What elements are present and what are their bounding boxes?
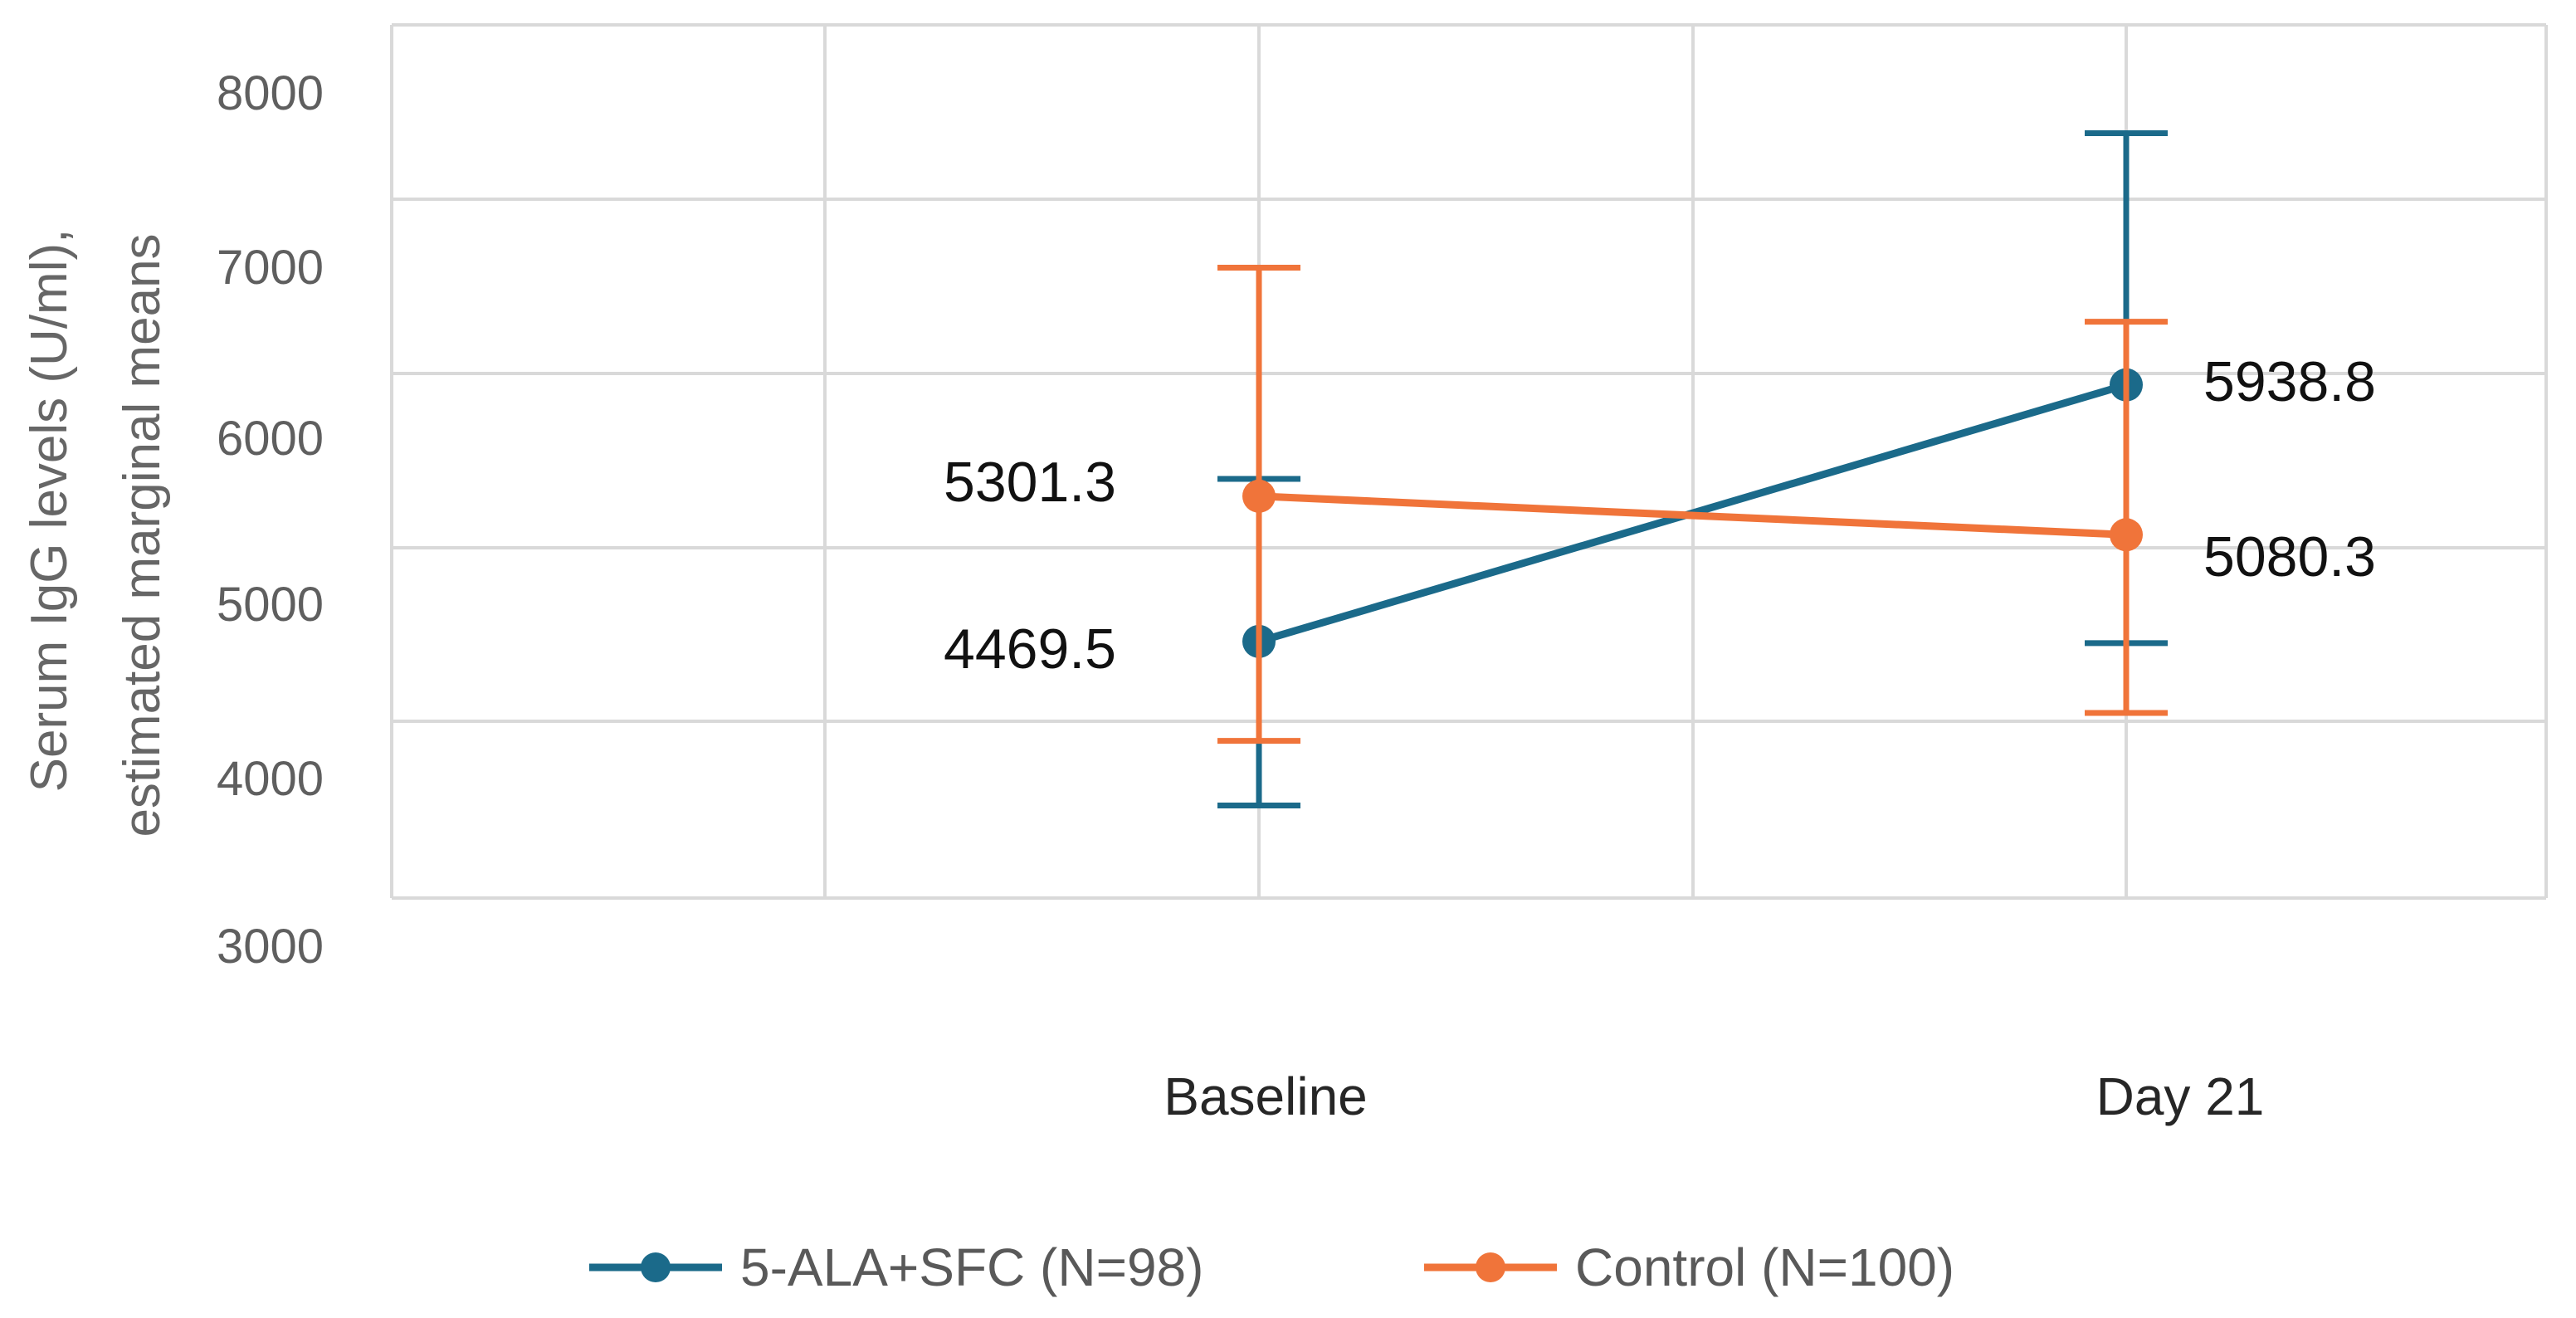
series-layer: 4469.5 5938.8 5301.3 5080.3	[944, 129, 2376, 808]
data-point	[2110, 518, 2143, 552]
data-label: 5938.8	[2203, 350, 2376, 413]
y-tick-label: 4000	[217, 752, 324, 806]
y-axis-label-line-1: Serum IgG levels (U/ml),	[21, 229, 78, 793]
y-tick-label: 8000	[217, 66, 324, 120]
series-0: 4469.5 5938.8	[944, 129, 2376, 808]
y-tick-label: 6000	[217, 412, 324, 466]
x-category-label: Baseline	[1164, 1067, 1368, 1126]
gridlines	[390, 23, 2548, 900]
series-line	[1258, 492, 2127, 539]
y-axis-label-line-2: estimated marginal means	[114, 233, 171, 837]
legend-swatch-marker	[1476, 1252, 1505, 1282]
series-1: 5301.3 5080.3	[944, 264, 2376, 744]
x-axis-categories: Baseline Day 21	[1164, 1067, 2264, 1126]
legend-swatch-marker	[641, 1252, 671, 1282]
data-label: 5080.3	[2203, 525, 2376, 588]
y-tick-label: 3000	[217, 920, 324, 974]
data-point	[1242, 479, 1276, 513]
x-category-label: Day 21	[2096, 1067, 2265, 1126]
legend-entry-label: Control (N=100)	[1575, 1237, 1954, 1297]
legend-entry-label: 5-ALA+SFC (N=98)	[740, 1237, 1203, 1297]
y-tick-label: 5000	[217, 578, 324, 632]
y-axis-ticks: 8000 7000 6000 5000 4000 3000	[217, 66, 324, 974]
y-tick-label: 7000	[217, 241, 324, 295]
legend: 5-ALA+SFC (N=98) Control (N=100)	[589, 1237, 1954, 1297]
data-label: 4469.5	[944, 618, 1116, 681]
data-label: 5301.3	[944, 451, 1116, 514]
